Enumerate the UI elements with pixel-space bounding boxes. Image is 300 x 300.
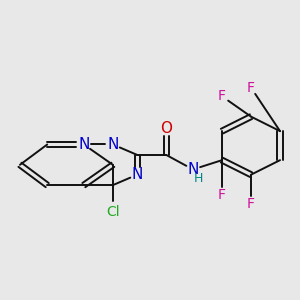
Text: N: N (187, 162, 199, 177)
Text: F: F (218, 89, 226, 103)
Text: N: N (131, 167, 143, 182)
Text: O: O (160, 121, 172, 136)
Text: F: F (247, 197, 255, 211)
Text: N: N (78, 137, 89, 152)
Text: F: F (218, 188, 226, 202)
Text: Cl: Cl (106, 206, 120, 219)
Text: F: F (247, 81, 255, 94)
Text: N: N (107, 137, 118, 152)
Text: H: H (194, 172, 203, 185)
